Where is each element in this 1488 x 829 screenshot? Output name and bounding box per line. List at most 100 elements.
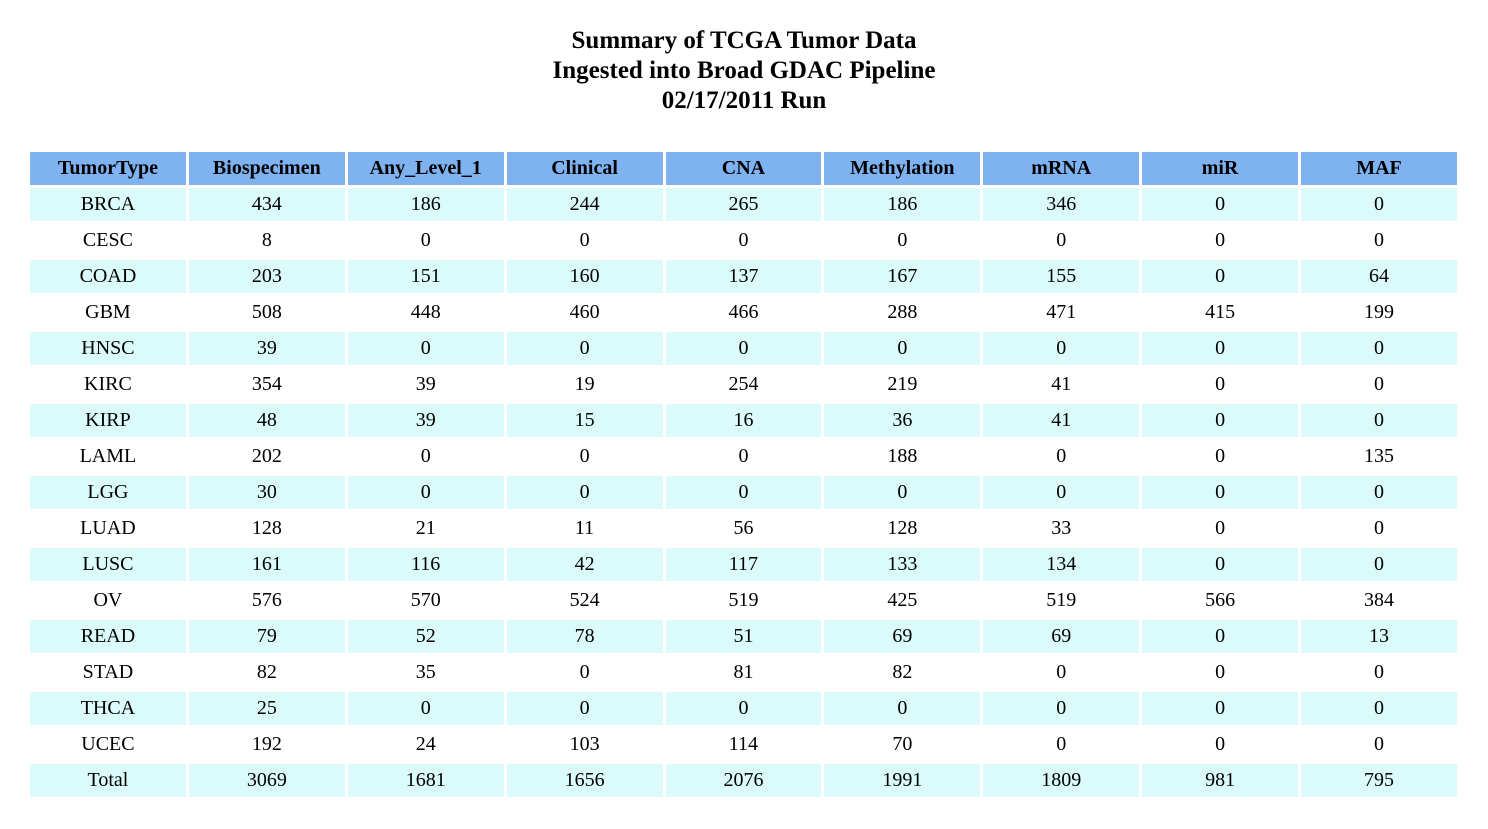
- table-row-lusc: LUSC 161 116 42 117 133 134 0 0: [30, 548, 1457, 581]
- value-cell: 42: [506, 548, 663, 581]
- value-cell: 425: [824, 584, 981, 617]
- row-label-cell: Total: [30, 764, 186, 797]
- value-cell: 0: [983, 224, 1140, 257]
- table-row-total: Total 3069 1681 1656 2076 1991 1809 981 795: [30, 764, 1457, 797]
- value-cell: 41: [983, 404, 1140, 437]
- value-cell: 0: [665, 476, 822, 509]
- value-cell: 35: [347, 656, 504, 689]
- value-cell: 0: [1301, 548, 1457, 581]
- row-label-cell: GBM: [30, 296, 186, 329]
- title-line-3: 02/17/2011 Run: [661, 87, 827, 114]
- value-cell: 508: [188, 296, 345, 329]
- value-cell: 103: [506, 728, 663, 761]
- value-cell: 8: [188, 224, 345, 257]
- value-cell: 0: [1301, 332, 1457, 365]
- value-cell: 39: [188, 332, 345, 365]
- value-cell: 471: [983, 296, 1140, 329]
- value-cell: 0: [506, 332, 663, 365]
- column-header-mrna: mRNA: [983, 152, 1140, 185]
- row-label-cell: LGG: [30, 476, 186, 509]
- value-cell: 0: [506, 476, 663, 509]
- value-cell: 128: [188, 512, 345, 545]
- row-label-cell: LUSC: [30, 548, 186, 581]
- value-cell: 24: [347, 728, 504, 761]
- table-row-laml: LAML 202 0 0 0 188 0 0 135: [30, 440, 1457, 473]
- value-cell: 460: [506, 296, 663, 329]
- value-cell: 0: [1142, 692, 1298, 725]
- value-cell: 524: [506, 584, 663, 617]
- column-header-methylation: Methylation: [824, 152, 981, 185]
- value-cell: 36: [824, 404, 981, 437]
- page-title: Summary of TCGA Tumor Data Ingested into…: [0, 26, 1488, 116]
- value-cell: 576: [188, 584, 345, 617]
- value-cell: 82: [188, 656, 345, 689]
- value-cell: 2076: [665, 764, 822, 797]
- value-cell: 0: [347, 440, 504, 473]
- value-cell: 0: [506, 692, 663, 725]
- row-label-cell: BRCA: [30, 188, 186, 221]
- value-cell: 346: [983, 188, 1140, 221]
- table-row-read: READ 79 52 78 51 69 69 0 13: [30, 620, 1457, 653]
- value-cell: 0: [1142, 368, 1298, 401]
- table-row-kirp: KIRP 48 39 15 16 36 41 0 0: [30, 404, 1457, 437]
- value-cell: 135: [1301, 440, 1457, 473]
- value-cell: 0: [506, 440, 663, 473]
- row-label-cell: READ: [30, 620, 186, 653]
- column-header-any_level_1: Any_Level_1: [347, 152, 504, 185]
- value-cell: 0: [347, 476, 504, 509]
- row-label-cell: STAD: [30, 656, 186, 689]
- value-cell: 0: [983, 692, 1140, 725]
- value-cell: 434: [188, 188, 345, 221]
- title-line-1: Summary of TCGA Tumor Data: [571, 27, 917, 54]
- value-cell: 203: [188, 260, 345, 293]
- value-cell: 116: [347, 548, 504, 581]
- value-cell: 19: [506, 368, 663, 401]
- table-row-ov: OV 576 570 524 519 425 519 566 384: [30, 584, 1457, 617]
- value-cell: 981: [1142, 764, 1298, 797]
- value-cell: 0: [1301, 224, 1457, 257]
- row-label-cell: KIRC: [30, 368, 186, 401]
- value-cell: 0: [506, 656, 663, 689]
- column-header-maf: MAF: [1301, 152, 1457, 185]
- value-cell: 186: [824, 188, 981, 221]
- value-cell: 0: [1142, 620, 1298, 653]
- value-cell: 192: [188, 728, 345, 761]
- value-cell: 0: [1301, 368, 1457, 401]
- value-cell: 0: [1142, 260, 1298, 293]
- value-cell: 64: [1301, 260, 1457, 293]
- table-row-kirc: KIRC 354 39 19 254 219 41 0 0: [30, 368, 1457, 401]
- value-cell: 0: [665, 332, 822, 365]
- value-cell: 466: [665, 296, 822, 329]
- row-label-cell: CESC: [30, 224, 186, 257]
- value-cell: 0: [983, 332, 1140, 365]
- value-cell: 1681: [347, 764, 504, 797]
- table-header: TumorType Biospecimen Any_Level_1 Clinical C…: [30, 152, 1457, 185]
- column-header-mir: miR: [1142, 152, 1298, 185]
- value-cell: 56: [665, 512, 822, 545]
- value-cell: 0: [1301, 692, 1457, 725]
- value-cell: 0: [1142, 548, 1298, 581]
- value-cell: 161: [188, 548, 345, 581]
- table-row-hnsc: HNSC 39 0 0 0 0 0 0 0: [30, 332, 1457, 365]
- value-cell: 0: [665, 440, 822, 473]
- value-cell: 155: [983, 260, 1140, 293]
- value-cell: 570: [347, 584, 504, 617]
- value-cell: 0: [824, 224, 981, 257]
- value-cell: 0: [983, 728, 1140, 761]
- value-cell: 0: [1301, 476, 1457, 509]
- value-cell: 167: [824, 260, 981, 293]
- value-cell: 1991: [824, 764, 981, 797]
- value-cell: 448: [347, 296, 504, 329]
- value-cell: 15: [506, 404, 663, 437]
- value-cell: 51: [665, 620, 822, 653]
- row-label-cell: THCA: [30, 692, 186, 725]
- value-cell: 0: [1142, 440, 1298, 473]
- value-cell: 0: [1301, 404, 1457, 437]
- value-cell: 0: [1301, 512, 1457, 545]
- table-row-lgg: LGG 30 0 0 0 0 0 0 0: [30, 476, 1457, 509]
- value-cell: 0: [1301, 656, 1457, 689]
- value-cell: 288: [824, 296, 981, 329]
- value-cell: 0: [1142, 728, 1298, 761]
- row-label-cell: LAML: [30, 440, 186, 473]
- value-cell: 0: [1301, 728, 1457, 761]
